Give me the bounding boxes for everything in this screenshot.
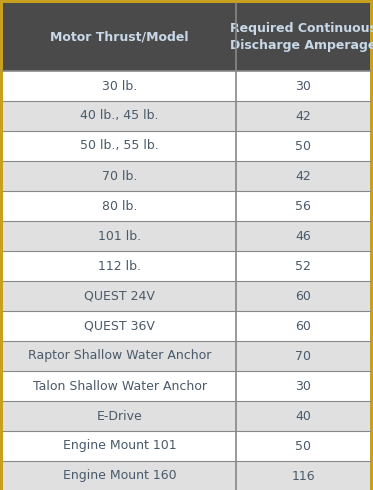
Bar: [236, 251, 370, 281]
Text: QUEST 24V: QUEST 24V: [84, 290, 155, 302]
Bar: [236, 281, 370, 311]
Bar: [236, 341, 370, 371]
Text: 30: 30: [295, 379, 311, 392]
Bar: [3, 341, 236, 371]
Text: 112 lb.: 112 lb.: [98, 260, 141, 272]
Bar: [236, 401, 370, 431]
Text: E-Drive: E-Drive: [97, 410, 142, 422]
Text: QUEST 36V: QUEST 36V: [84, 319, 155, 333]
Bar: [3, 401, 236, 431]
Bar: [3, 221, 236, 251]
Bar: [236, 191, 370, 221]
Bar: [236, 371, 370, 401]
Text: Motor Thrust/Model: Motor Thrust/Model: [50, 30, 189, 44]
Text: 40: 40: [295, 410, 311, 422]
Text: 70: 70: [295, 349, 311, 363]
Text: Raptor Shallow Water Anchor: Raptor Shallow Water Anchor: [28, 349, 211, 363]
Text: 40 lb., 45 lb.: 40 lb., 45 lb.: [80, 109, 159, 122]
Bar: [236, 71, 370, 101]
Bar: [3, 161, 236, 191]
Text: 42: 42: [295, 170, 311, 182]
Text: 46: 46: [295, 229, 311, 243]
Bar: [3, 311, 236, 341]
Bar: [236, 221, 370, 251]
Text: 60: 60: [295, 290, 311, 302]
Bar: [236, 101, 370, 131]
Text: 116: 116: [291, 469, 315, 483]
Bar: [236, 131, 370, 161]
Text: 70 lb.: 70 lb.: [102, 170, 137, 182]
Text: 60: 60: [295, 319, 311, 333]
Text: 30 lb.: 30 lb.: [102, 79, 137, 93]
Text: 50: 50: [295, 140, 311, 152]
Text: 101 lb.: 101 lb.: [98, 229, 141, 243]
Text: Engine Mount 160: Engine Mount 160: [63, 469, 176, 483]
Bar: [236, 161, 370, 191]
Text: Talon Shallow Water Anchor: Talon Shallow Water Anchor: [32, 379, 207, 392]
Bar: [236, 431, 370, 461]
Text: 42: 42: [295, 109, 311, 122]
Text: Engine Mount 101: Engine Mount 101: [63, 440, 176, 452]
Text: 50: 50: [295, 440, 311, 452]
Bar: [236, 461, 370, 490]
Bar: [3, 371, 236, 401]
Bar: [3, 131, 236, 161]
Text: 52: 52: [295, 260, 311, 272]
Bar: [3, 251, 236, 281]
Text: 80 lb.: 80 lb.: [102, 199, 137, 213]
Text: 50 lb., 55 lb.: 50 lb., 55 lb.: [80, 140, 159, 152]
Bar: [3, 461, 236, 490]
Bar: [3, 71, 236, 101]
Bar: [3, 281, 236, 311]
Bar: [3, 191, 236, 221]
Bar: [3, 431, 236, 461]
Text: 30: 30: [295, 79, 311, 93]
Text: 56: 56: [295, 199, 311, 213]
Bar: [236, 311, 370, 341]
Bar: [3, 101, 236, 131]
Text: Required Continuous
Discharge Amperage: Required Continuous Discharge Amperage: [230, 22, 373, 52]
